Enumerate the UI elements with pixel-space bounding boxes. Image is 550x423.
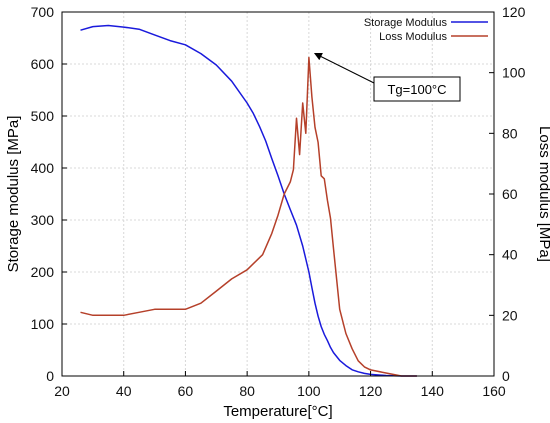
plot-frame (61, 11, 495, 377)
y-left-tick-label: 600 (31, 56, 55, 72)
annotation-arrow (313, 53, 375, 84)
y-right-tick-label: 0 (502, 368, 510, 384)
x-tick-label: 100 (297, 383, 321, 399)
y-left-tick-label: 400 (31, 160, 55, 176)
legend-label-loss: Loss Modulus (379, 31, 447, 43)
x-tick-label: 140 (421, 383, 445, 399)
y-left-tick-label: 100 (31, 316, 55, 332)
x-tick-label: 160 (482, 383, 506, 399)
y-right-tick-label: 120 (502, 4, 526, 20)
series-layer (80, 24, 417, 377)
tg-annotation: Tg=100°C (313, 53, 461, 102)
x-tick-label: 80 (239, 383, 255, 399)
annotation-box (373, 76, 461, 102)
legend-label-storage: Storage Modulus (364, 17, 448, 29)
legend: Storage Modulus Loss Modulus (364, 17, 488, 43)
y-right-tick-label: 20 (502, 307, 518, 323)
x-tick-label: 40 (116, 383, 132, 399)
y-left-tick-label: 300 (31, 212, 55, 228)
grid (62, 12, 494, 376)
loss-modulus-line (80, 56, 417, 377)
y-right-tick-label: 60 (502, 186, 518, 202)
y-right-axis-title: Loss modulus [MPa] (536, 126, 550, 262)
x-tick-label: 20 (54, 383, 70, 399)
y-left-tick-label: 0 (46, 368, 54, 384)
annotation-text: Tg=100°C (387, 82, 446, 97)
storage-modulus-line (80, 24, 417, 377)
y-left-tick-label: 200 (31, 264, 55, 280)
x-tick-label: 60 (178, 383, 194, 399)
ticks: 20 40 60 80 100 120 140 16001002003004005006007… (31, 4, 526, 399)
x-axis-title: Temperature[°C] (223, 403, 332, 420)
y-left-tick-label: 700 (31, 4, 55, 20)
x-tick-label: 120 (359, 383, 383, 399)
y-left-tick-label: 500 (31, 108, 55, 124)
y-right-tick-label: 80 (502, 125, 518, 141)
y-left-axis-title: Storage modulus [MPa] (5, 116, 22, 273)
y-right-tick-label: 40 (502, 247, 518, 263)
y-right-tick-label: 100 (502, 65, 526, 81)
